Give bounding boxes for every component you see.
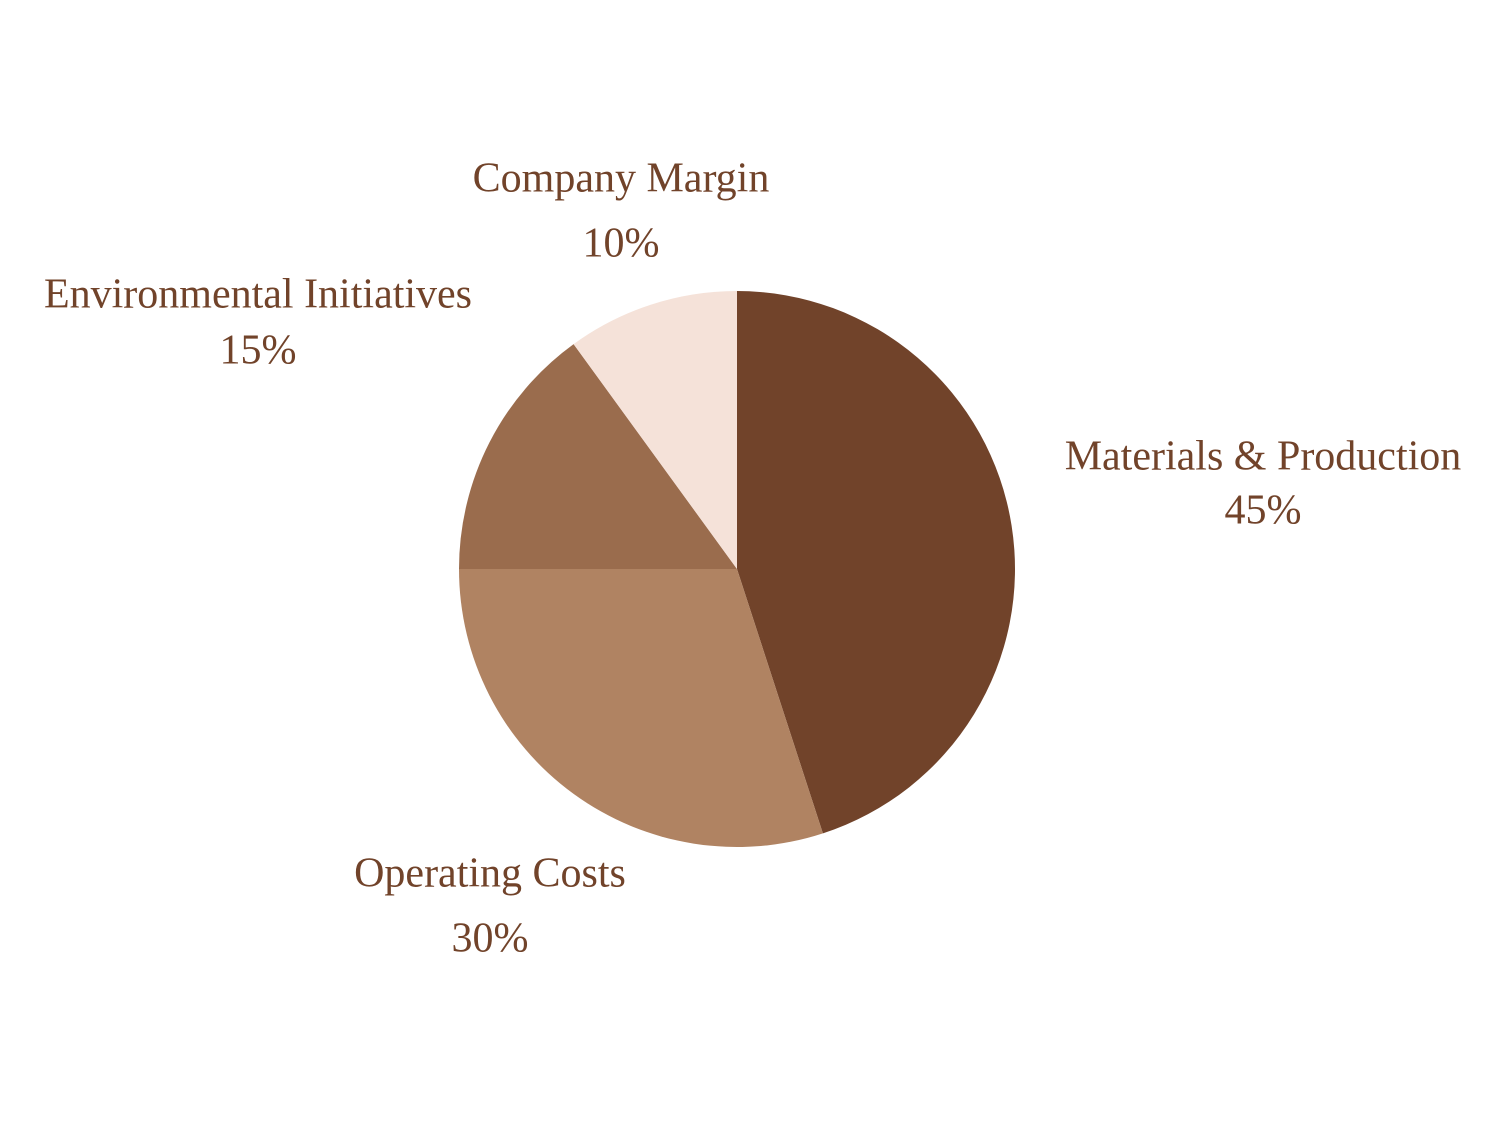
pie-slice [737,291,1016,834]
pie-slice [459,344,737,569]
slice-value-label: 10% [583,221,660,267]
pie-slice [573,291,737,569]
slice-value-label: 45% [1225,488,1302,534]
pie-slice [459,569,823,847]
slice-label: Materials & Production [1065,434,1462,480]
slice-value-label: 15% [220,328,297,374]
slice-label: Operating Costs [354,851,626,897]
slice-label: Environmental Initiatives [44,272,472,318]
slice-value-label: 30% [452,916,529,962]
slice-label: Company Margin [473,156,770,202]
